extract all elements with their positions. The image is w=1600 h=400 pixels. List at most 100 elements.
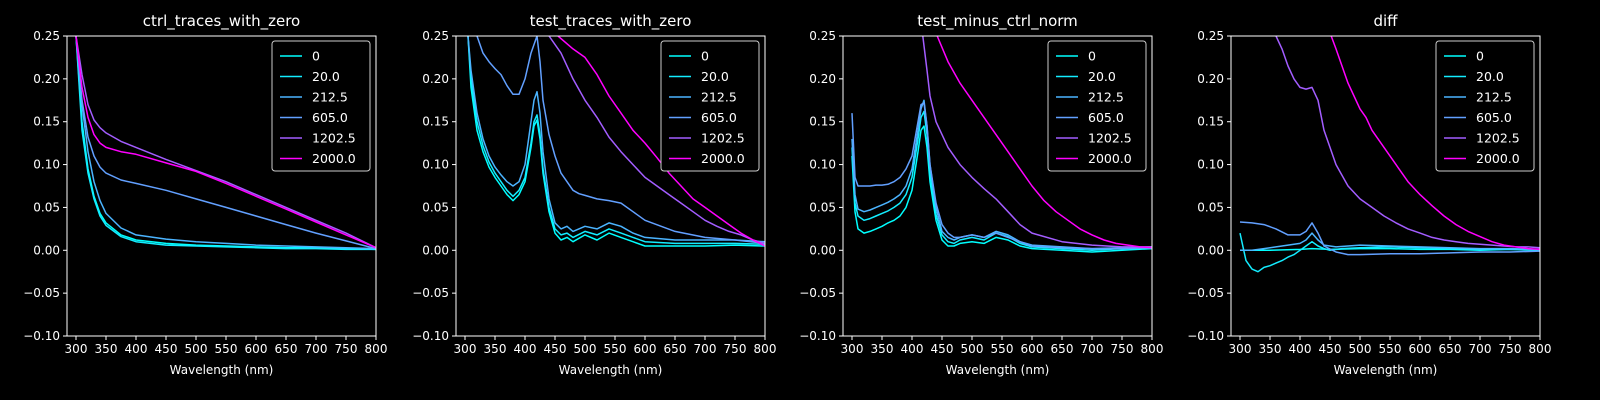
x-tick-label: 450 <box>155 342 178 356</box>
x-tick-label: 300 <box>841 342 864 356</box>
y-tick-label: 0.05 <box>33 200 60 214</box>
legend: 0 20.0 212.5 605.0 1202.5 2000.0 <box>660 40 760 172</box>
y-tick-label: 0.00 <box>1197 243 1224 257</box>
series-line-0 <box>851 125 1152 253</box>
series-line-605.0 <box>75 36 376 250</box>
series-line-1202.5 <box>1275 36 1540 249</box>
series-line-20.0 <box>467 36 765 246</box>
x-tick-label: 700 <box>1081 342 1104 356</box>
legend-label: 0 <box>701 49 709 64</box>
chart-panel-1: 300 350 400 450 500 550 600 650 700 750 800 −0.10 −0… <box>23 12 387 377</box>
x-tick-label: 650 <box>664 342 687 356</box>
series-line-1202.5 <box>75 36 376 249</box>
y-tick-label: 0.05 <box>422 200 449 214</box>
x-tick-label: 700 <box>1469 342 1492 356</box>
x-tick-label: 650 <box>1051 342 1074 356</box>
series-line-0 <box>75 36 376 251</box>
x-tick-label: 500 <box>961 342 984 356</box>
legend-label: 1202.5 <box>701 131 745 146</box>
series-line-20.0 <box>1239 232 1540 273</box>
y-tick-label: 0.25 <box>422 29 449 43</box>
legend-label: 605.0 <box>312 110 348 125</box>
y-tick-label: 0.05 <box>1197 200 1224 214</box>
chart-title: ctrl_traces_with_zero <box>143 12 300 31</box>
legend-label: 2000.0 <box>1088 151 1132 166</box>
chart-panel-2: 300 350 400 450 500 550 600 650 700 750 800 −0.10 −0… <box>412 12 776 377</box>
y-tick-label: 0.15 <box>33 115 60 129</box>
chart-title: test_traces_with_zero <box>530 12 692 31</box>
series-line-2000.0 <box>1330 36 1540 251</box>
y-tick-label: −0.10 <box>23 329 60 343</box>
x-tick-label: 500 <box>185 342 208 356</box>
series-group <box>1239 36 1540 273</box>
legend-label: 212.5 <box>1088 90 1124 105</box>
x-tick-label: 350 <box>95 342 118 356</box>
x-tick-label: 600 <box>1409 342 1432 356</box>
legend-label: 1202.5 <box>312 131 356 146</box>
legend-label: 0 <box>1476 49 1484 64</box>
y-tick-label: −0.05 <box>23 286 60 300</box>
legend-label: 20.0 <box>1088 69 1116 84</box>
legend-label: 2000.0 <box>312 151 356 166</box>
y-tick-label: −0.05 <box>412 286 449 300</box>
x-axis-label: Wavelength (nm) <box>1334 363 1438 377</box>
y-tick-label: −0.10 <box>799 329 836 343</box>
y-tick-label: 0.10 <box>33 158 60 172</box>
plot-frame <box>66 35 377 337</box>
legend-label: 212.5 <box>1476 90 1512 105</box>
series-line-2000.0 <box>75 36 376 249</box>
x-tick-label: 800 <box>754 342 777 356</box>
x-tick-label: 400 <box>514 342 537 356</box>
legend-label: 20.0 <box>1476 69 1504 84</box>
y-tick-label: 0.10 <box>422 158 449 172</box>
legend-label: 2000.0 <box>701 151 745 166</box>
legend: 0 20.0 212.5 605.0 1202.5 2000.0 <box>271 40 371 172</box>
plot-frame <box>1230 35 1541 337</box>
y-tick-label: −0.10 <box>412 329 449 343</box>
y-tick-label: −0.05 <box>799 286 836 300</box>
x-tick-label: 350 <box>484 342 507 356</box>
legend-label: 1202.5 <box>1088 131 1132 146</box>
x-tick-label: 400 <box>125 342 148 356</box>
x-tick-label: 450 <box>1319 342 1342 356</box>
y-tick-label: 0.20 <box>809 72 836 86</box>
x-tick-label: 800 <box>1529 342 1552 356</box>
x-axis-label: Wavelength (nm) <box>946 363 1050 377</box>
x-tick-label: 750 <box>1499 342 1522 356</box>
x-tick-label: 450 <box>931 342 954 356</box>
chart-panel-3: 300 350 400 450 500 550 600 650 700 750 800 −0.10 −0… <box>799 12 1163 377</box>
chart-title: diff <box>1373 12 1398 30</box>
legend-label: 1202.5 <box>1476 131 1520 146</box>
x-tick-label: 750 <box>1111 342 1134 356</box>
y-tick-label: 0.20 <box>1197 72 1224 86</box>
x-tick-label: 300 <box>1229 342 1252 356</box>
x-tick-label: 300 <box>65 342 88 356</box>
x-axis-label: Wavelength (nm) <box>559 363 663 377</box>
x-tick-label: 300 <box>454 342 477 356</box>
x-tick-label: 450 <box>544 342 567 356</box>
series-line-1202.5 <box>922 36 1152 248</box>
legend-label: 605.0 <box>1088 110 1124 125</box>
x-tick-label: 650 <box>275 342 298 356</box>
series-group <box>75 36 376 251</box>
x-tick-label: 400 <box>901 342 924 356</box>
legend-label: 212.5 <box>312 90 348 105</box>
y-tick-label: −0.05 <box>1187 286 1224 300</box>
x-tick-label: 400 <box>1289 342 1312 356</box>
x-tick-label: 550 <box>1379 342 1402 356</box>
y-tick-label: 0.20 <box>33 72 60 86</box>
x-tick-label: 500 <box>574 342 597 356</box>
x-tick-label: 800 <box>1141 342 1164 356</box>
y-tick-label: 0.20 <box>422 72 449 86</box>
y-tick-label: 0.00 <box>422 243 449 257</box>
legend-label: 20.0 <box>312 69 340 84</box>
y-tick-label: 0.25 <box>1197 29 1224 43</box>
x-tick-label: 650 <box>1439 342 1462 356</box>
x-tick-label: 700 <box>305 342 328 356</box>
y-tick-label: 0.05 <box>809 200 836 214</box>
y-tick-label: 0.10 <box>1197 158 1224 172</box>
x-tick-label: 750 <box>724 342 747 356</box>
y-tick-label: −0.10 <box>1187 329 1224 343</box>
x-tick-label: 550 <box>215 342 238 356</box>
